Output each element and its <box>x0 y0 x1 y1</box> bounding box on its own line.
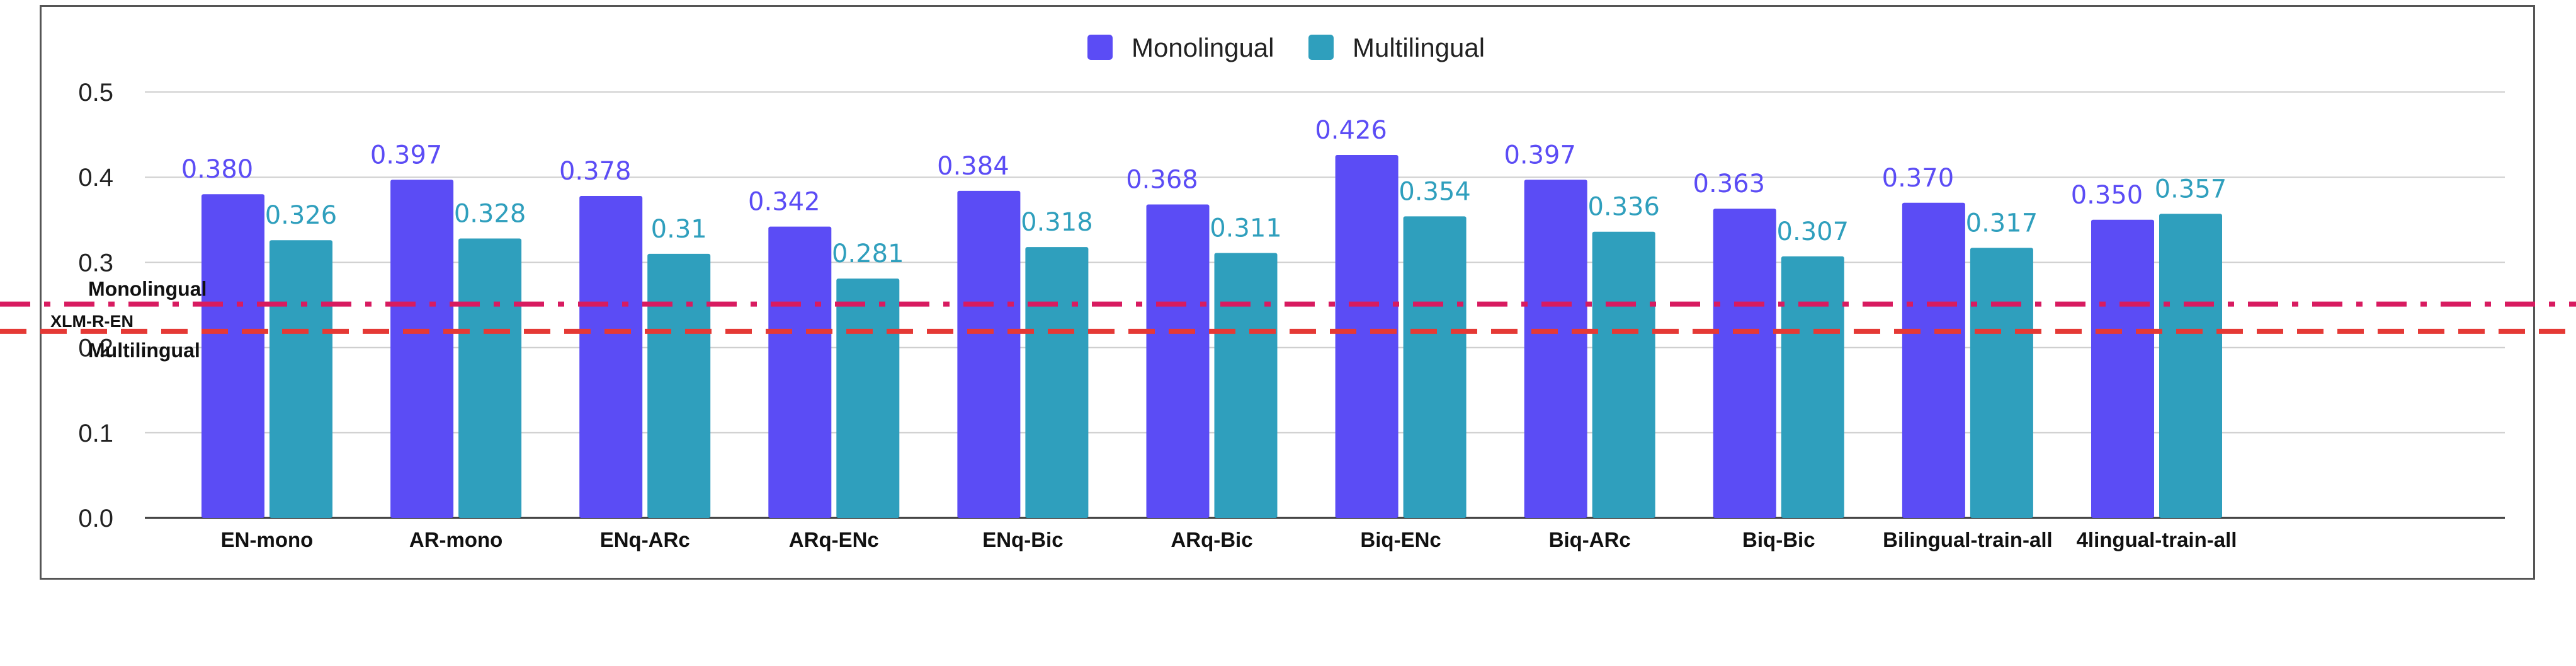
y-tick-label: 0.4 <box>78 164 113 192</box>
legend: Monolingual Multilingual <box>1087 33 1485 62</box>
data-label-multilingual-ar-mono: 0.328 <box>454 200 526 229</box>
data-label-multilingual-biq-enc: 0.354 <box>1399 177 1471 206</box>
bar-monolingual-biq-arc <box>1524 180 1587 519</box>
y-tick-label: 0.1 <box>78 420 113 447</box>
bar-monolingual-biq-enc <box>1335 155 1399 519</box>
bar-multilingual-enq-bic <box>1025 247 1089 518</box>
y-tick-label: 0.0 <box>78 505 113 532</box>
y-axis: 0.0 0.1 0.2 0.3 0.4 0.5 <box>78 79 113 532</box>
bar-monolingual-ar-mono <box>390 180 454 519</box>
data-label-monolingual-biq-enc: 0.426 <box>1315 116 1387 145</box>
data-label-monolingual-enq-arc: 0.378 <box>559 157 632 186</box>
bar-monolingual-bilingual-train-all <box>1902 202 1965 518</box>
x-axis: EN-mono AR-mono ENq-ARc ARq-ENc ENq-Bic ARq-B… <box>221 528 2237 551</box>
data-label-multilingual-4lingual-train-all: 0.357 <box>2155 175 2227 204</box>
legend-swatch-monolingual <box>1087 35 1113 60</box>
x-tick-label-en-mono: EN-mono <box>221 528 314 551</box>
data-label-monolingual-arq-enc: 0.342 <box>748 188 820 217</box>
bar-multilingual-4lingual-train-all <box>2159 214 2222 518</box>
reference-lines: Monolingual Multilingual XLM-R-EN <box>0 278 2576 362</box>
data-label-multilingual-arq-enc: 0.281 <box>832 239 904 268</box>
data-label-monolingual-biq-bic: 0.363 <box>1693 169 1766 198</box>
legend-label-multilingual: Multilingual <box>1353 33 1485 62</box>
bar-multilingual-ar-mono <box>458 238 522 518</box>
bars: 0.380 0.326 0.397 0.328 0.378 0.31 0.342 0.281 0… <box>181 116 2227 519</box>
bar-monolingual-enq-bic <box>957 190 1021 518</box>
reference-line-label-monolingual: Monolingual <box>88 278 207 301</box>
bar-multilingual-enq-arc <box>647 253 711 518</box>
data-label-monolingual-enq-bic: 0.384 <box>937 152 1009 181</box>
data-label-multilingual-biq-bic: 0.307 <box>1777 217 1849 246</box>
bar-monolingual-4lingual-train-all <box>2091 219 2154 518</box>
y-tick-label: 0.5 <box>78 79 113 106</box>
y-tick-label: 0.2 <box>78 335 113 362</box>
data-label-monolingual-biq-arc: 0.397 <box>1504 141 1576 169</box>
data-label-monolingual-en-mono: 0.380 <box>181 155 254 184</box>
x-tick-label-bilingual-train-all: Bilingual-train-all <box>1883 528 2053 551</box>
y-tick-label: 0.3 <box>78 249 113 277</box>
x-tick-label-arq-bic: ARq-Bic <box>1171 528 1252 551</box>
reference-group-label: XLM-R-EN <box>50 312 133 331</box>
bar-multilingual-biq-enc <box>1403 216 1467 518</box>
x-tick-label-biq-arc: Biq-ARc <box>1549 528 1631 551</box>
bar-multilingual-biq-arc <box>1592 231 1655 518</box>
bar-multilingual-biq-bic <box>1781 256 1844 518</box>
bar-multilingual-en-mono <box>270 240 332 518</box>
data-label-monolingual-ar-mono: 0.397 <box>370 141 443 169</box>
data-label-multilingual-biq-arc: 0.336 <box>1587 193 1660 222</box>
bar-monolingual-enq-arc <box>579 195 643 518</box>
legend-label-monolingual: Monolingual <box>1132 33 1274 62</box>
data-label-monolingual-arq-bic: 0.368 <box>1126 165 1198 194</box>
bar-monolingual-biq-bic <box>1713 209 1776 518</box>
x-tick-label-arq-enc: ARq-ENc <box>789 528 879 551</box>
data-label-multilingual-enq-arc: 0.31 <box>651 215 707 244</box>
x-tick-label-ar-mono: AR-mono <box>409 528 502 551</box>
bar-multilingual-bilingual-train-all <box>1970 248 2033 518</box>
x-tick-label-enq-arc: ENq-ARc <box>600 528 690 551</box>
bar-monolingual-arq-bic <box>1146 204 1210 518</box>
reference-line-label-multilingual: Multilingual <box>88 339 200 362</box>
data-label-monolingual-4lingual-train-all: 0.350 <box>2071 181 2143 210</box>
bar-monolingual-arq-enc <box>768 226 832 518</box>
data-label-multilingual-enq-bic: 0.318 <box>1021 208 1093 237</box>
legend-swatch-multilingual <box>1308 35 1334 60</box>
bar-multilingual-arq-bic <box>1214 253 1278 518</box>
data-label-multilingual-bilingual-train-all: 0.317 <box>1966 209 2038 238</box>
x-tick-label-enq-bic: ENq-Bic <box>982 528 1063 551</box>
data-label-monolingual-bilingual-train-all: 0.370 <box>1882 164 1955 193</box>
data-label-multilingual-en-mono: 0.326 <box>265 201 338 230</box>
bar-monolingual-en-mono <box>201 194 264 518</box>
bar-multilingual-arq-enc <box>836 278 900 518</box>
x-tick-label-biq-enc: Biq-ENc <box>1360 528 1441 551</box>
data-label-multilingual-arq-bic: 0.311 <box>1210 214 1282 243</box>
x-tick-label-biq-bic: Biq-Bic <box>1742 528 1815 551</box>
x-tick-label-4lingual-train-all: 4lingual-train-all <box>2077 528 2237 551</box>
